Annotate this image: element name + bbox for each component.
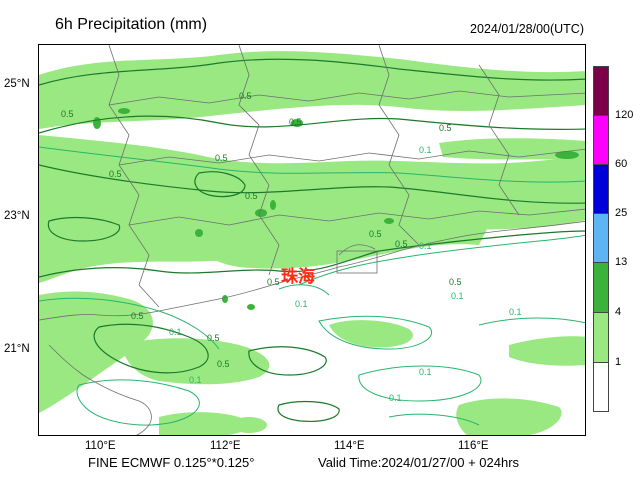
precipitation-map[interactable]: 0.5 0.5 0.5 0.5 0.5 0.5 0.5 0.5 0.5 0.5 … — [38, 44, 586, 436]
colorbar-label-120: 120 — [615, 109, 634, 121]
precip-light-areas — [39, 51, 585, 435]
contour-label-0.1: 0.1 — [509, 307, 522, 317]
contour-label-0.5: 0.5 — [449, 277, 462, 287]
valid-utc-label: 2024/01/28/00(UTC) — [470, 22, 584, 36]
lon-tick-112: 112°E — [210, 440, 241, 452]
contour-label-0.1: 0.1 — [389, 393, 402, 403]
contour-label-0.1: 0.1 — [419, 367, 432, 377]
precip-colorbar — [593, 66, 609, 412]
colorbar-label-4: 4 — [615, 306, 622, 318]
colorbar-seg-4-13 — [593, 262, 609, 313]
model-label: FINE ECMWF 0.125°*0.125° — [88, 455, 255, 470]
lat-tick-23: 23°N — [4, 210, 30, 222]
lon-tick-110: 110°E — [85, 440, 116, 452]
contour-labels: 0.5 0.5 0.5 0.5 0.5 0.5 0.5 0.5 0.5 0.5 … — [61, 91, 522, 403]
contour-label-0.5: 0.5 — [215, 153, 228, 163]
colorbar-seg-1-4 — [593, 312, 609, 363]
contour-label-0.5: 0.5 — [207, 333, 220, 343]
contour-label-0.5: 0.5 — [289, 117, 302, 127]
colorbar-seg-120-plus — [593, 66, 609, 116]
lat-tick-21: 21°N — [4, 343, 30, 355]
contour-label-0.5: 0.5 — [245, 191, 258, 201]
inset-box — [336, 250, 378, 274]
contour-label-0.1: 0.1 — [419, 241, 432, 251]
colorbar-seg-25-60 — [593, 164, 609, 214]
contour-label-0.5: 0.5 — [217, 359, 230, 369]
chart-title: 6h Precipitation (mm) — [55, 16, 208, 33]
colorbar-seg-60-120 — [593, 115, 609, 165]
contour-label-0.5: 0.5 — [369, 229, 382, 239]
colorbar-label-13: 13 — [615, 256, 628, 268]
lat-tick-25: 25°N — [4, 78, 30, 90]
valid-time-label: Valid Time:2024/01/27/00 + 024hrs — [318, 455, 520, 470]
contour-label-0.5: 0.5 — [61, 109, 74, 119]
contour-label-0.1: 0.1 — [169, 327, 182, 337]
lon-tick-114: 114°E — [334, 440, 365, 452]
contour-label-0.1: 0.1 — [295, 299, 308, 309]
colorbar-seg-13-25 — [593, 213, 609, 263]
admin-boundaries — [39, 45, 585, 435]
colorbar-seg-below-1 — [593, 362, 609, 412]
colorbar-label-1: 1 — [615, 356, 622, 368]
contour-label-0.5: 0.5 — [267, 277, 280, 287]
precip-moderate-spots — [93, 108, 579, 310]
colorbar-label-25: 25 — [615, 207, 628, 219]
contour-label-0.5: 0.5 — [109, 169, 122, 179]
contour-label-0.1: 0.1 — [189, 375, 202, 385]
contour-label-0.5: 0.5 — [239, 91, 252, 101]
contour-label-0.5: 0.5 — [395, 239, 408, 249]
contour-0.1 — [39, 146, 585, 426]
lon-tick-116: 116°E — [458, 440, 489, 452]
city-label-zhuhai: 珠海 — [281, 267, 315, 287]
colorbar-label-60: 60 — [615, 158, 628, 170]
contour-label-0.1: 0.1 — [419, 145, 432, 155]
contour-label-0.5: 0.5 — [131, 311, 144, 321]
contour-label-0.5: 0.5 — [439, 123, 452, 133]
contour-label-0.1: 0.1 — [451, 291, 464, 301]
